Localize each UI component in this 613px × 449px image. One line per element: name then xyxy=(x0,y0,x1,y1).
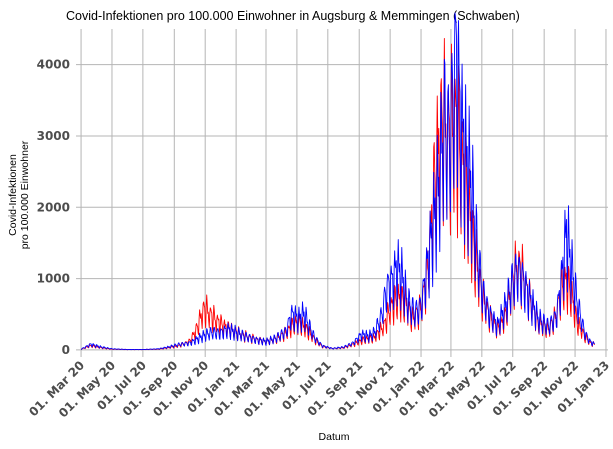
chart-title: Covid-Infektionen pro 100.000 Einwohner … xyxy=(66,9,520,23)
y-axis-title-line2: pro 100.000 Einwohner xyxy=(19,140,31,249)
x-gridlines xyxy=(80,29,607,357)
series-group xyxy=(80,12,596,351)
y-axis-title-line1: Covid-Infektionen xyxy=(7,154,19,236)
y-tick-label: 2000 xyxy=(37,200,70,214)
y-tick-label: 0 xyxy=(62,343,70,357)
y-axis-ticks: 0 1000 2000 3000 4000 xyxy=(37,58,70,357)
series-line-1 xyxy=(81,38,596,351)
y-tick-label: 3000 xyxy=(37,129,70,143)
series-line-2 xyxy=(80,12,595,351)
x-axis-title: Datum xyxy=(319,431,350,443)
y-tick-label: 4000 xyxy=(37,58,70,72)
y-tick-label: 1000 xyxy=(37,272,70,286)
y-gridlines xyxy=(76,64,608,351)
